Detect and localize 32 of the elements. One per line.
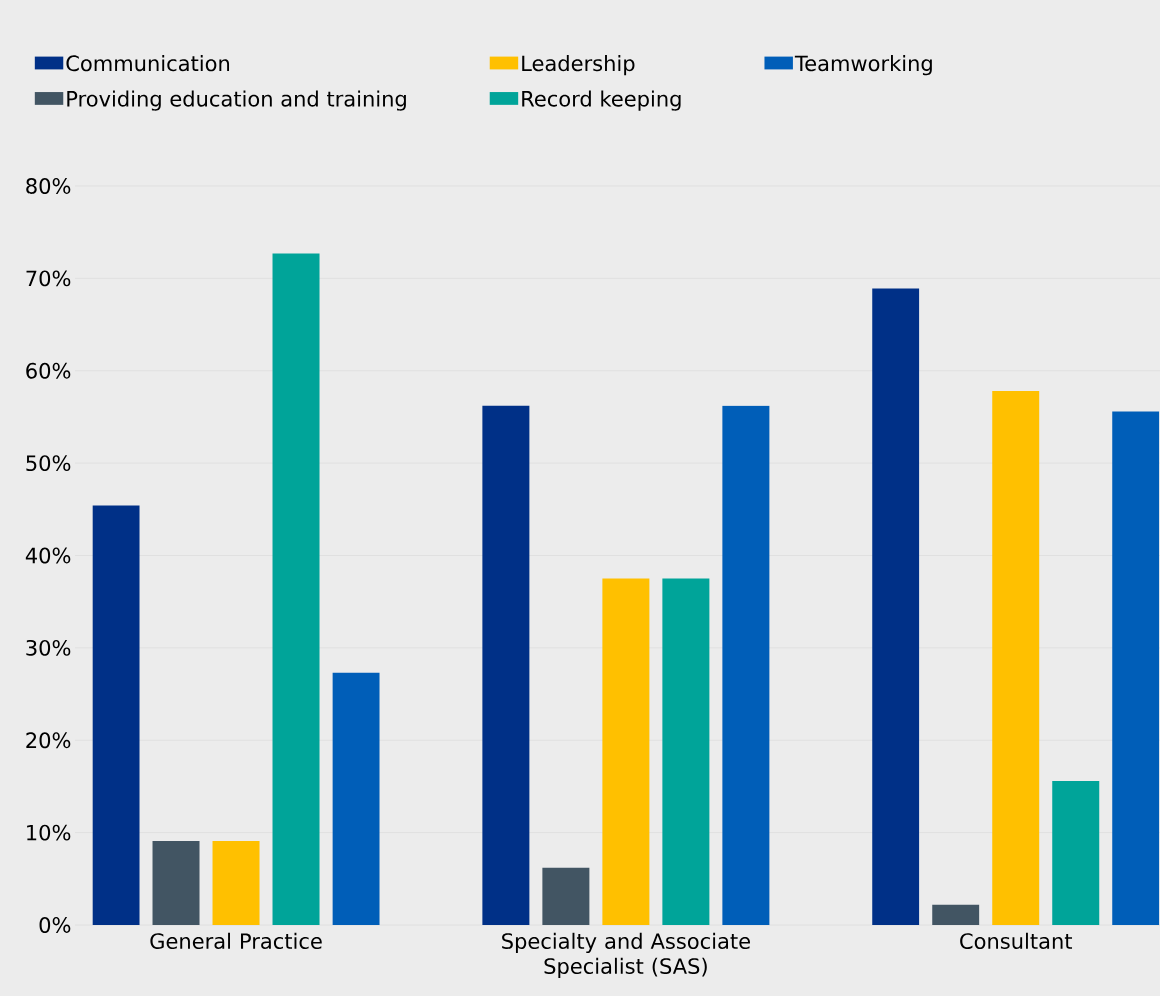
y-tick-label: 0% [39, 917, 71, 933]
y-tick-label: 30% [26, 639, 71, 656]
y-tick-label: 70% [26, 270, 71, 287]
bar [542, 867, 590, 925]
y-tick-label: 20% [26, 732, 71, 749]
bar [212, 840, 260, 925]
bar [482, 405, 530, 925]
bar [722, 405, 770, 925]
y-tick-label: 10% [27, 824, 71, 841]
y-tick-label: 50% [26, 455, 71, 472]
legend-label: Communication [66, 54, 230, 72]
x-tick-label: Consultant [960, 932, 1073, 950]
bar [992, 391, 1040, 925]
x-tick-label: Specialty and Associate Specialist (SAS) [502, 932, 750, 979]
bar [1112, 411, 1160, 925]
bar [662, 578, 710, 925]
bar [602, 578, 650, 925]
bar [332, 672, 380, 925]
y-tick-label: 40% [25, 547, 71, 564]
legend-label: Record keeping [522, 90, 681, 111]
bar [92, 505, 140, 925]
legend-label: Providing education and training [67, 90, 406, 111]
x-tick-label: General Practice [150, 932, 322, 950]
legend-label: Teamworking [794, 54, 932, 76]
bar [1052, 780, 1100, 925]
legend-label: Leadership [522, 54, 635, 76]
y-tick-label: 60% [26, 362, 71, 379]
bar [872, 288, 920, 925]
y-tick-label: 80% [26, 178, 71, 194]
bar [272, 253, 320, 925]
bar [152, 840, 200, 925]
bar [932, 904, 980, 925]
